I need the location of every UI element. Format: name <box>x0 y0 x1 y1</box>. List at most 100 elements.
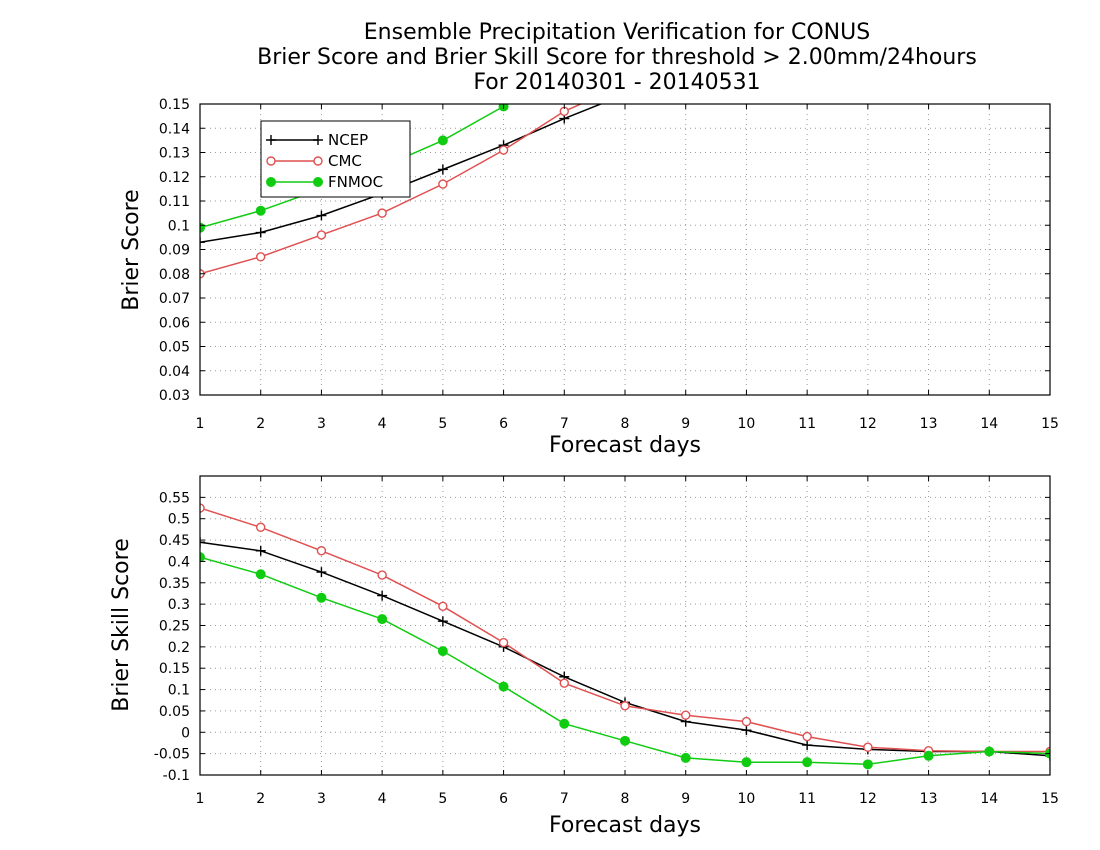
y-tick-label: 0.05 <box>159 704 190 720</box>
x-tick-label: 8 <box>621 416 630 432</box>
figure-title: Ensemble Precipitation Verification for … <box>257 20 977 95</box>
brier-score-panel: 0.03 0.04 0.05 0.06 0.07 0.08 0.09 0.1 0.11 0.12 0… <box>119 8 1059 458</box>
y-tick-label: 0.1 <box>168 683 190 699</box>
x-tick-label: 3 <box>317 791 326 807</box>
legend-marker <box>266 177 276 187</box>
y-tick-label: 0.35 <box>159 576 190 592</box>
y-tick-label: -0.1 <box>163 768 190 784</box>
x-tick-label: 14 <box>980 416 998 432</box>
x-tick-label: 6 <box>499 791 508 807</box>
y-tick-label: 0 <box>181 725 190 741</box>
data-point-cmc <box>316 546 327 556</box>
y-tick-label: 0.2 <box>168 640 190 656</box>
x-tick-label: 12 <box>859 416 877 432</box>
y-tick-label: 0.4 <box>168 554 190 570</box>
x-tick-label: 2 <box>256 416 265 432</box>
y-tick-label: 0.15 <box>159 97 190 113</box>
legend-marker <box>266 135 276 145</box>
x-tick-label: 14 <box>980 791 998 807</box>
data-point-cmc <box>620 701 630 711</box>
x-tick-label: 11 <box>798 791 816 807</box>
data-point-fnmoc <box>620 735 630 746</box>
title-line-3: For 20140301 - 20140531 <box>473 70 760 95</box>
data-point-ncep <box>255 545 266 556</box>
x-axis-title: Forecast days <box>549 813 701 838</box>
data-point-fnmoc <box>741 757 752 768</box>
data-point-cmc <box>377 208 387 218</box>
data-point-ncep <box>255 227 266 238</box>
data-point-cmc <box>256 522 266 532</box>
x-tick-label: 9 <box>681 791 690 807</box>
data-point-ncep <box>802 740 813 751</box>
legend-label-cmc: CMC <box>328 152 362 170</box>
y-tick-label: 0.05 <box>159 340 190 356</box>
data-point-fnmoc <box>377 614 388 625</box>
x-tick-label: 10 <box>738 791 756 807</box>
legend-marker <box>313 177 323 187</box>
data-point-fnmoc <box>255 569 266 580</box>
y-tick-label: 0.15 <box>159 661 190 677</box>
legend-label-ncep: NCEP <box>328 131 368 149</box>
y-tick-label: 0.25 <box>159 619 190 635</box>
data-point-ncep <box>200 537 205 548</box>
data-point-fnmoc <box>862 759 873 770</box>
x-tick-label: 2 <box>256 791 265 807</box>
data-point-fnmoc <box>437 646 448 657</box>
series-line-ncep <box>200 104 603 243</box>
x-tick-label: 7 <box>560 416 569 432</box>
x-tick-label: 1 <box>196 791 205 807</box>
data-point-cmc <box>438 601 448 611</box>
data-point-fnmoc <box>200 552 205 563</box>
y-tick-label: 0.14 <box>159 121 190 137</box>
x-tick-label: 15 <box>1041 791 1059 807</box>
y-tick-label: 0.55 <box>159 490 190 506</box>
legend-marker <box>313 156 323 166</box>
y-tick-label: 0.1 <box>168 218 190 234</box>
legend: NCEP CMC FNMOC <box>260 120 411 198</box>
data-point-ncep <box>437 164 448 175</box>
y-tick-label: 0.07 <box>159 291 190 307</box>
y-tick-label: 0.06 <box>159 315 190 331</box>
x-tick-label: 15 <box>1041 416 1059 432</box>
title-line-1: Ensemble Precipitation Verification for … <box>364 20 870 45</box>
x-tick-label: 1 <box>196 416 205 432</box>
data-point-cmc <box>498 637 509 648</box>
x-tick-label: 10 <box>738 416 756 432</box>
legend-label-fnmoc: FNMOC <box>328 173 383 191</box>
x-tick-label: 4 <box>378 791 387 807</box>
y-tick-label: 0.04 <box>159 364 190 380</box>
y-tick-label: 0.09 <box>159 243 190 259</box>
y-tick-label: 0.03 <box>159 388 190 404</box>
y-axis-title: Brier Score <box>119 189 144 310</box>
y-tick-label: 0.45 <box>159 533 190 549</box>
x-tick-label: 12 <box>859 791 877 807</box>
x-tick-label: 7 <box>560 791 569 807</box>
data-point-cmc <box>559 678 569 688</box>
x-tick-label: 5 <box>438 416 447 432</box>
legend-box <box>260 120 411 198</box>
data-point-cmc <box>200 503 205 513</box>
y-tick-label: 0.5 <box>168 512 190 528</box>
data-point-cmc <box>498 145 509 155</box>
data-point-cmc <box>316 230 327 240</box>
legend-marker <box>313 135 323 145</box>
x-tick-label: 5 <box>438 791 447 807</box>
series-line-cmc <box>200 507 1050 753</box>
x-tick-label: 4 <box>378 416 387 432</box>
data-point-cmc <box>863 742 873 752</box>
data-point-cmc <box>803 8 811 16</box>
y-tick-label: 0.12 <box>159 170 190 186</box>
y-tick-label: 0.13 <box>159 146 190 162</box>
x-tick-label: 6 <box>499 416 508 432</box>
brier-skill-score-panel: -0.1 -0.05 0 0.05 0.1 0.15 0.2 0.25 0.3 0.35 0.4 0.… <box>109 475 1059 838</box>
data-point-fnmoc <box>559 718 570 729</box>
y-tick-label: 0.11 <box>159 194 190 210</box>
series-line-ncep <box>200 541 1050 757</box>
data-point-fnmoc <box>316 592 327 603</box>
data-point-fnmoc <box>255 205 266 216</box>
data-point-fnmoc <box>680 752 691 763</box>
x-tick-label: 9 <box>681 416 690 432</box>
y-tick-label: -0.05 <box>154 747 190 763</box>
data-point-cmc <box>377 570 387 580</box>
